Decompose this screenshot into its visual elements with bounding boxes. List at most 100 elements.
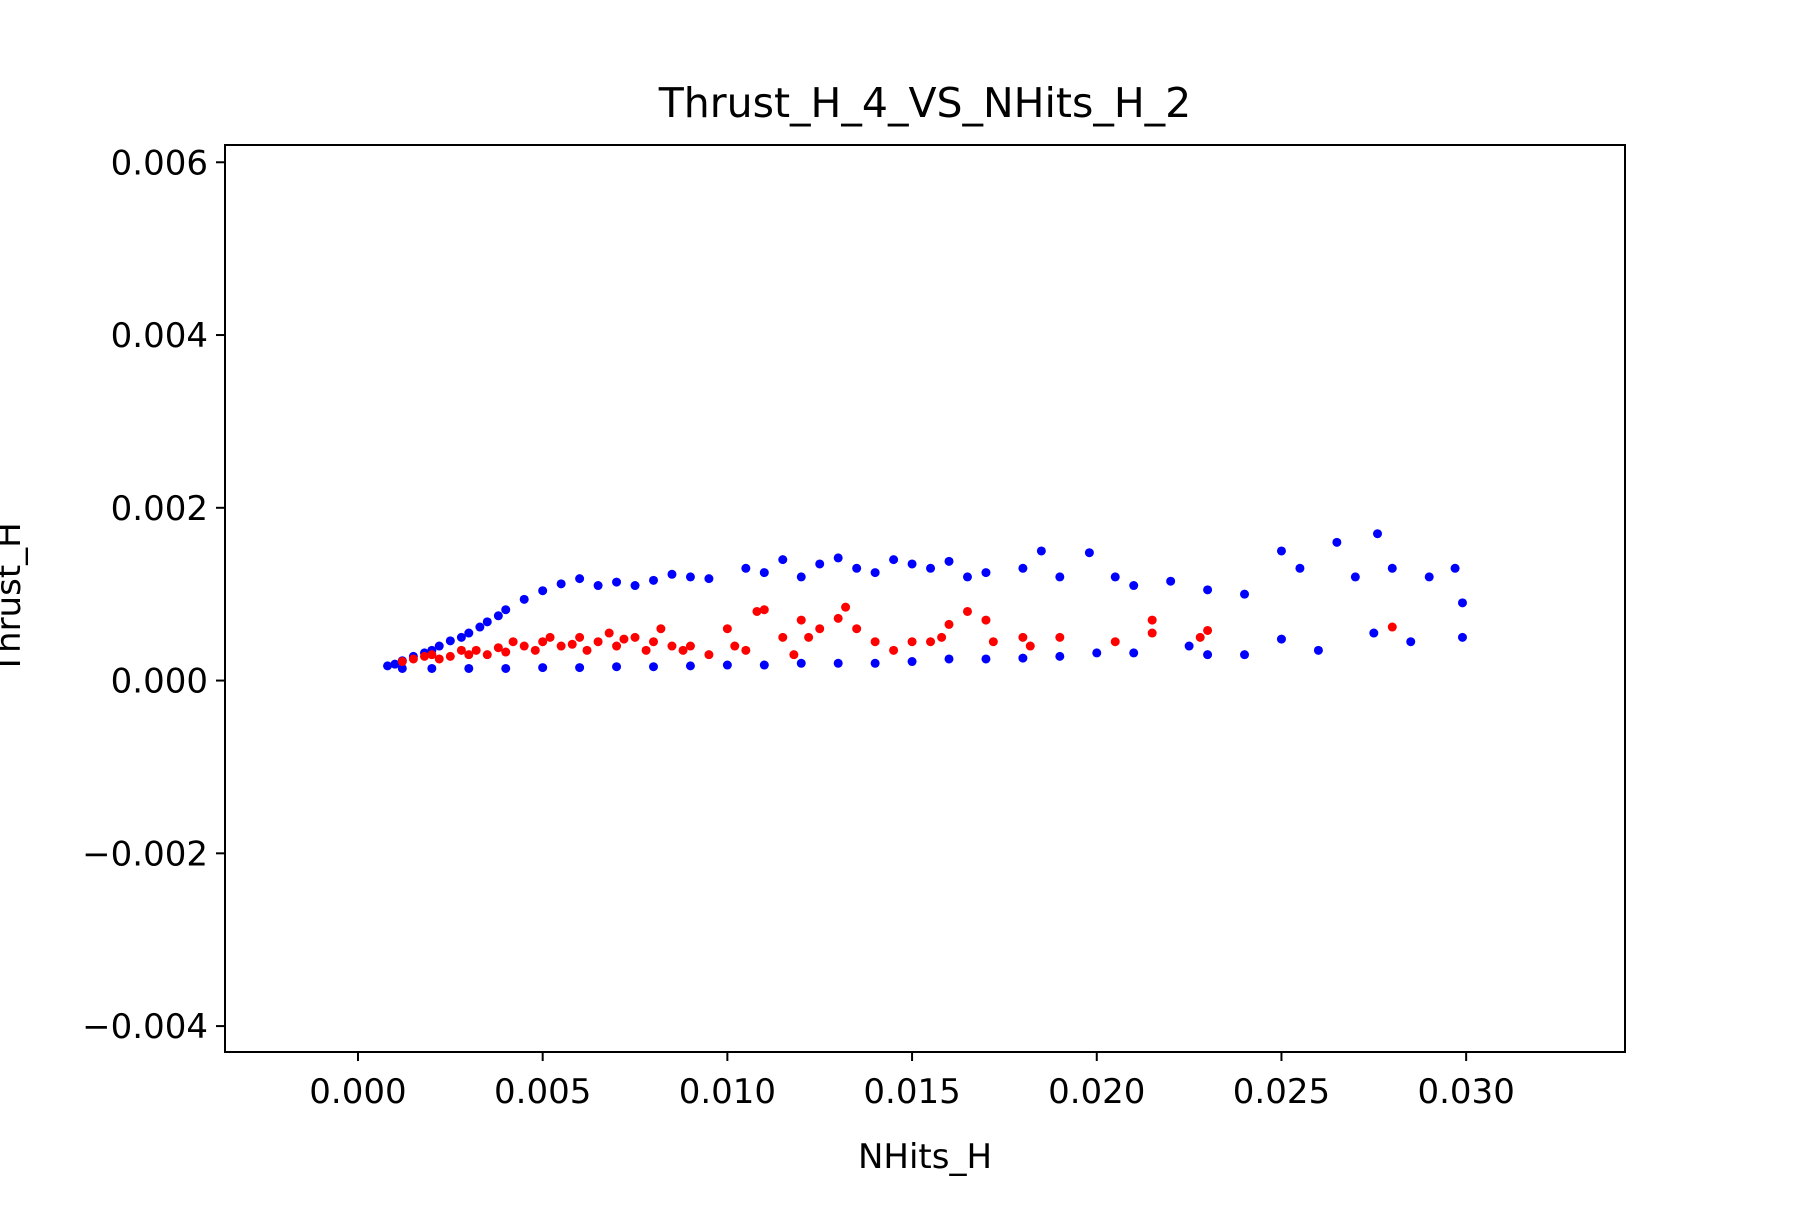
data-point [575,663,585,673]
data-point [1457,598,1467,608]
data-point [988,637,998,647]
data-point [841,602,851,612]
data-point [471,645,481,655]
data-point [815,559,825,569]
data-point [519,594,529,604]
data-point [852,624,862,634]
data-point [889,555,899,565]
data-point [1240,650,1250,660]
data-point [1092,648,1102,658]
data-point [501,647,511,657]
data-point [482,617,492,627]
data-point [1184,641,1194,651]
data-point [667,641,677,651]
data-point [833,613,843,623]
data-point [649,637,658,647]
data-point [530,645,540,655]
data-point [464,650,474,660]
data-point [741,645,751,655]
plot-area-frame [224,144,1626,1053]
data-point [427,663,437,673]
data-point [538,586,548,596]
data-point [1018,632,1028,642]
data-point [1276,546,1286,556]
data-point [1387,563,1397,573]
data-point [1313,645,1323,655]
y-tick-label: −0.004 [82,1007,208,1047]
data-point [759,605,769,615]
x-tick-label: 0.000 [309,1072,406,1112]
data-point [475,622,485,632]
x-tick-label: 0.020 [1048,1072,1145,1112]
data-point [630,581,640,591]
data-point [667,569,677,579]
data-point [1025,641,1035,651]
data-point [545,632,555,642]
data-point [1424,572,1434,582]
data-point [1276,634,1286,644]
data-point [1350,572,1360,582]
data-point [981,615,991,625]
data-point [1110,572,1120,582]
data-point [704,650,714,660]
x-tick-label: 0.025 [1233,1072,1330,1112]
data-point [1369,628,1379,638]
data-point [796,615,806,625]
data-point [612,577,622,587]
data-point [1110,637,1120,647]
data-point [1457,632,1467,642]
data-point [464,663,474,673]
data-point [759,568,769,578]
data-point [1036,546,1046,556]
data-point [1084,548,1094,558]
data-point [1166,576,1176,586]
y-tick-label: 0.000 [111,662,208,702]
data-point [575,632,585,642]
data-point [493,643,503,653]
series-blue-points [383,529,1467,673]
data-point [445,651,455,661]
data-point [593,581,603,591]
data-point [1406,637,1416,647]
data-point [556,641,566,651]
data-point [981,568,991,578]
data-point [1240,589,1250,599]
data-point [445,636,455,646]
data-point [456,632,466,642]
data-point [685,572,695,582]
data-point [519,641,529,651]
data-point [1018,653,1028,663]
data-point [926,563,936,573]
data-point [1203,585,1213,595]
data-point [538,663,548,673]
data-point [501,605,511,615]
data-point [870,658,880,668]
data-point [508,637,518,647]
data-point [493,611,503,621]
data-point [962,606,972,616]
y-tick-label: 0.002 [111,489,208,529]
points-layer [383,529,1467,673]
data-point [815,624,825,634]
data-point [722,624,732,634]
data-point [612,641,622,651]
data-point [383,661,393,671]
data-point [1055,572,1065,582]
data-point [612,662,622,672]
data-point [464,628,474,638]
data-point [796,658,806,668]
x-tick-label: 0.010 [679,1072,776,1112]
data-point [649,662,658,672]
data-point [397,657,407,667]
data-point [730,641,740,651]
series-red-points [397,602,1397,667]
data-point [575,574,585,584]
data-point [1195,632,1205,642]
data-point [778,632,788,642]
data-point [778,555,788,565]
y-axis-ticks: −0.004 −0.002 0.000 0.002 0.004 0.006 [82,143,225,1047]
data-point [833,658,843,668]
data-point [944,654,954,664]
data-point [678,645,688,655]
